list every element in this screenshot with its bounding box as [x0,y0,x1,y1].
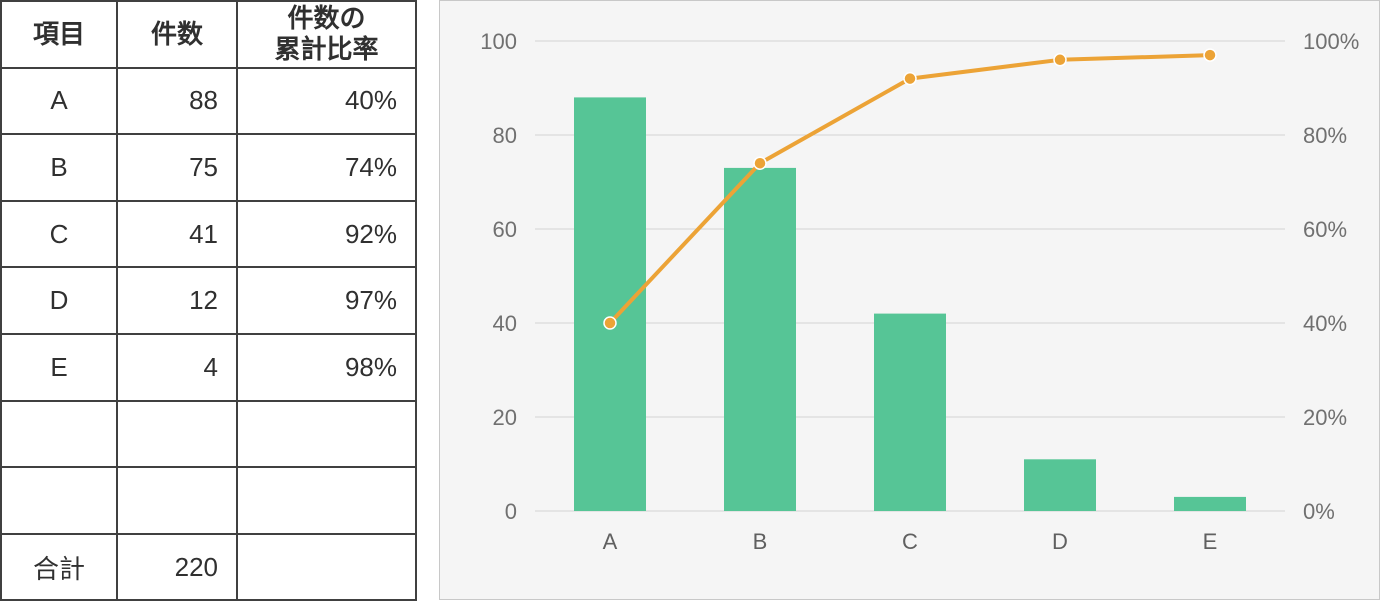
category-label: E [1203,529,1218,554]
cell-ratio [237,401,416,468]
bar [1024,459,1096,511]
cell-item: B [1,134,117,201]
cell-count [117,467,237,534]
y-right-tick-label: 60% [1303,217,1347,242]
pareto-chart-panel: 0 20 40 60 80 100 0% 20% 40% 60% 80% 100% A B C D E [439,0,1380,600]
bar [724,168,796,511]
cell-item [1,467,117,534]
y-right-tick-label: 0% [1303,499,1335,524]
y-left-tick-label: 100 [480,29,517,54]
category-label: A [603,529,618,554]
col-header-ratio: 件数の 累計比率 [237,1,416,68]
col-header-item: 項目 [1,1,117,68]
table-row: A 88 40% [1,68,416,135]
bar [1174,497,1246,511]
table-row: C 41 92% [1,201,416,268]
line-marker [904,73,916,85]
line-marker [1204,49,1216,61]
line-marker [1054,54,1066,66]
y-left-tick-label: 60 [493,217,517,242]
cell-ratio: 97% [237,267,416,334]
cell-count: 4 [117,334,237,401]
table-header-row: 項目 件数 件数の 累計比率 [1,1,416,68]
table-row: E 4 98% [1,334,416,401]
y-left-tick-label: 20 [493,405,517,430]
cell-count: 88 [117,68,237,135]
table-row [1,467,416,534]
y-left-tick-label: 0 [505,499,517,524]
cell-item: C [1,201,117,268]
data-table-container: 項目 件数 件数の 累計比率 A 88 40% B 75 74% [0,0,415,600]
col-header-ratio-line1: 件数の [287,3,365,33]
category-label: C [902,529,918,554]
pareto-chart: 0 20 40 60 80 100 0% 20% 40% 60% 80% 100% A B C D E [440,1,1379,599]
cell-ratio: 98% [237,334,416,401]
cell-item: A [1,68,117,135]
table-footer-row: 合計 220 [1,534,416,601]
table-row [1,401,416,468]
y-right-tick-label: 40% [1303,311,1347,336]
y-right-tick-label: 20% [1303,405,1347,430]
cell-count: 12 [117,267,237,334]
cell-ratio [237,467,416,534]
table-row: D 12 97% [1,267,416,334]
data-table: 項目 件数 件数の 累計比率 A 88 40% B 75 74% [0,0,417,601]
line-marker [754,157,766,169]
col-header-count: 件数 [117,1,237,68]
line-marker [604,317,616,329]
category-label: B [753,529,768,554]
col-header-ratio-line2: 累計比率 [274,34,378,64]
cell-ratio: 92% [237,201,416,268]
y-left-tick-label: 40 [493,311,517,336]
cell-count: 75 [117,134,237,201]
cell-count [117,401,237,468]
table-row: B 75 74% [1,134,416,201]
cell-ratio: 74% [237,134,416,201]
cell-item: D [1,267,117,334]
y-right-tick-label: 100% [1303,29,1359,54]
category-label: D [1052,529,1068,554]
cell-item [1,401,117,468]
cell-ratio: 40% [237,68,416,135]
cell-item: E [1,334,117,401]
cell-count: 41 [117,201,237,268]
bar [574,97,646,511]
footer-ratio [237,534,416,601]
cumulative-line [610,55,1210,323]
y-right-tick-label: 80% [1303,123,1347,148]
footer-count: 220 [117,534,237,601]
footer-label: 合計 [1,534,117,601]
bar [874,314,946,511]
y-left-tick-label: 80 [493,123,517,148]
